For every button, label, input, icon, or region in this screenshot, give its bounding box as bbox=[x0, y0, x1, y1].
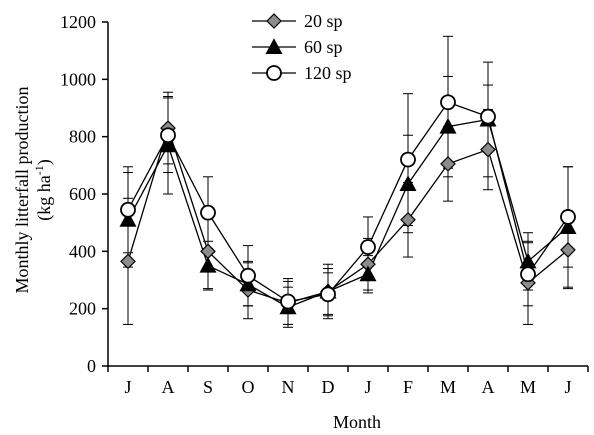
point-s2-4 bbox=[280, 293, 296, 310]
y-axis-label-line1: Monthly litterfall production bbox=[12, 87, 32, 294]
legend-marker-2 bbox=[266, 65, 282, 81]
point-s0-11 bbox=[560, 242, 576, 258]
y-tick-label-4: 800 bbox=[69, 127, 96, 147]
x-tick-label-1: A bbox=[162, 377, 175, 397]
point-s2-7 bbox=[400, 151, 416, 168]
y-tick-label-2: 400 bbox=[69, 241, 96, 261]
legend: 20 sp 60 sp 120 sp bbox=[252, 11, 352, 83]
x-axis-label: Month bbox=[333, 412, 381, 432]
x-tick-label-10: M bbox=[520, 377, 536, 397]
x-tick-label-3: O bbox=[242, 377, 255, 397]
point-s2-9 bbox=[480, 108, 496, 125]
point-s2-8 bbox=[440, 94, 456, 111]
y-tick-label-6: 1200 bbox=[60, 12, 96, 32]
x-tick-label-11: J bbox=[564, 377, 571, 397]
y-tick-label-5: 1000 bbox=[60, 69, 96, 89]
x-tick-label-6: J bbox=[364, 377, 371, 397]
x-tick-label-7: F bbox=[403, 377, 413, 397]
legend-marker-1 bbox=[265, 38, 283, 54]
x-tick-label-9: A bbox=[482, 377, 495, 397]
point-s2-3 bbox=[240, 267, 256, 284]
point-s1-6 bbox=[359, 265, 377, 282]
legend-label-2: 120 sp bbox=[304, 63, 352, 83]
point-s1-1 bbox=[159, 136, 177, 153]
point-s2-5 bbox=[320, 286, 336, 303]
legend-label-1: 60 sp bbox=[304, 37, 343, 57]
point-s1-2 bbox=[199, 256, 217, 273]
x-tick-label-8: M bbox=[440, 377, 456, 397]
series-markers bbox=[119, 94, 577, 315]
y-tick-label-0: 0 bbox=[87, 356, 96, 376]
series-line-1 bbox=[127, 118, 569, 308]
point-s2-10 bbox=[520, 266, 536, 283]
y-axis-label: Monthly litterfall production (kg ha-1) bbox=[12, 87, 55, 294]
y-axis-unit-sup: -1 bbox=[32, 165, 46, 175]
series-line-0 bbox=[127, 125, 569, 304]
point-s1-11 bbox=[559, 218, 577, 234]
y-axis-unit-suffix: ) bbox=[34, 159, 55, 165]
point-s0-9 bbox=[480, 141, 496, 158]
tick-labels: 0 200 400 600 800 1000 1200 J A S O N D J F M A M J bbox=[60, 12, 572, 397]
point-s1-0 bbox=[119, 211, 137, 227]
axes bbox=[102, 21, 589, 372]
point-s2-1 bbox=[160, 127, 176, 144]
x-tick-label-5: D bbox=[322, 377, 335, 397]
point-s1-8 bbox=[439, 117, 457, 134]
point-s1-3 bbox=[239, 275, 257, 292]
x-tick-label-2: S bbox=[203, 377, 213, 397]
point-s0-0 bbox=[120, 253, 136, 270]
legend-marker-0 bbox=[266, 13, 282, 29]
legend-label-0: 20 sp bbox=[304, 11, 343, 31]
y-axis-label-line2: (kg ha-1) bbox=[32, 159, 55, 220]
point-s0-7 bbox=[400, 211, 416, 228]
point-s2-11 bbox=[560, 209, 576, 225]
x-tick-label-0: J bbox=[124, 377, 131, 397]
y-tick-label-1: 200 bbox=[69, 299, 96, 319]
series-lines bbox=[127, 101, 569, 308]
y-tick-label-3: 600 bbox=[69, 184, 96, 204]
y-axis-unit-prefix: (kg ha bbox=[34, 175, 55, 220]
point-s2-2 bbox=[200, 204, 216, 221]
point-s1-7 bbox=[399, 175, 417, 191]
series-line-2 bbox=[127, 101, 569, 303]
point-s2-6 bbox=[360, 239, 376, 255]
x-tick-label-4: N bbox=[282, 377, 295, 397]
point-s2-0 bbox=[120, 201, 136, 218]
point-s0-8 bbox=[440, 156, 456, 172]
